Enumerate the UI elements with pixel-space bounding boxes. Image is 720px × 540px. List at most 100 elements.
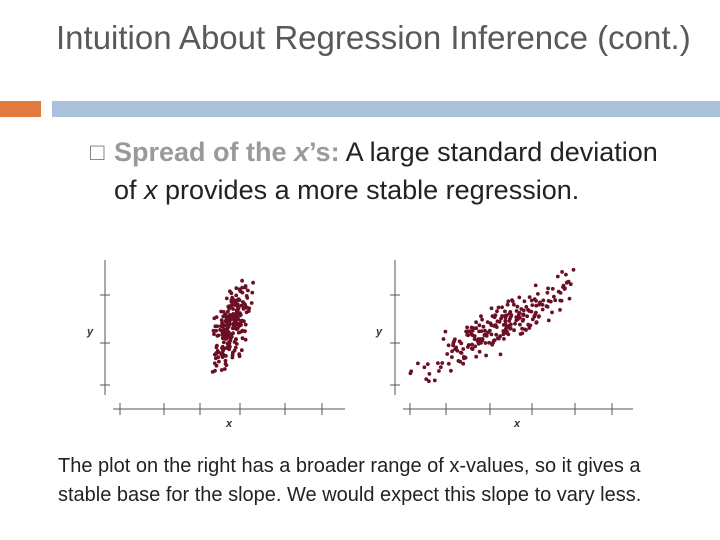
scatter-point [233, 322, 238, 327]
scatter-point [541, 298, 546, 303]
bullet-text-2: provides a more stable regression. [157, 175, 580, 205]
scatter-point [540, 302, 545, 307]
scatter-point [220, 336, 225, 341]
scatter-point [474, 320, 478, 325]
scatter-point [443, 329, 448, 334]
scatter-point [534, 299, 538, 303]
scatter-point [220, 355, 225, 359]
scatter-point [474, 326, 479, 331]
scatter-point [568, 282, 573, 287]
scatter-point [223, 319, 228, 324]
scatter-point [503, 321, 508, 326]
scatter-point [235, 302, 240, 307]
caption-text: The plot on the right has a broader rang… [58, 455, 642, 506]
scatter-point [533, 283, 538, 288]
scatter-point [224, 346, 229, 350]
scatter-point [224, 296, 229, 301]
scatter-point [485, 320, 490, 324]
x-axis-label: x [513, 418, 521, 430]
scatter-point [519, 307, 524, 311]
scatter-point [477, 323, 482, 328]
scatter-point [425, 362, 430, 366]
scatter-point [437, 369, 441, 373]
scatter-point [245, 296, 250, 300]
scatter-point [489, 306, 494, 311]
scatter-point [534, 303, 539, 308]
scatter-point [477, 349, 482, 354]
scatter-point [529, 309, 534, 314]
scatter-point [530, 303, 535, 307]
scatter-point [220, 324, 225, 329]
scatter-point [497, 320, 502, 324]
scatter-point [220, 333, 225, 337]
scatter-point [233, 345, 238, 350]
scatter-point [230, 355, 235, 360]
scatter-point [236, 306, 241, 311]
scatter-point [552, 294, 556, 299]
scatter-point [416, 361, 420, 366]
scatter-point [513, 321, 517, 326]
scatter-point [517, 295, 522, 300]
scatter-point [536, 292, 540, 296]
scatter-point [432, 378, 437, 383]
scatter-point [512, 328, 516, 333]
scatter-point [449, 368, 453, 373]
scatter-plot-narrow: y x [86, 260, 345, 430]
scatter-point [472, 337, 477, 341]
scatter-point [544, 304, 549, 309]
y-axis-label: y [375, 326, 383, 338]
bullet-highlight: Spread of the x’s: [114, 137, 340, 167]
scatter-point [240, 278, 245, 283]
scatter-point [228, 344, 232, 349]
scatter-point [461, 355, 466, 359]
scatter-point [529, 298, 534, 303]
scatter-point [516, 317, 520, 321]
scatter-point [240, 328, 245, 333]
bullet-text: Spread of the x’s: A large standard devi… [92, 133, 682, 209]
scatter-point [548, 299, 553, 304]
scatter-point [232, 340, 237, 344]
scatter-point [473, 344, 477, 349]
scatter-point [210, 370, 215, 374]
scatter-point [518, 322, 522, 327]
scatter-point [222, 313, 227, 318]
scatter-point [227, 319, 232, 323]
scatter-point [509, 322, 513, 327]
scatter-point [441, 337, 446, 341]
scatter-point [483, 341, 488, 345]
scatter-point [517, 311, 522, 315]
scatter-point [450, 355, 454, 359]
scatter-point [525, 314, 529, 319]
scatter-point [214, 328, 219, 333]
scatter-point [495, 309, 499, 314]
scatter-point [521, 313, 526, 317]
scatter-point [216, 333, 221, 338]
scatter-point [225, 341, 230, 346]
scatter-point [235, 312, 240, 317]
scatter-point [465, 325, 469, 330]
scatter-point [474, 354, 479, 359]
scatter-point [520, 319, 525, 323]
scatter-point [461, 361, 466, 366]
scatter-point [456, 359, 461, 363]
scatter-point [510, 298, 514, 302]
scatter-point [524, 304, 529, 309]
scatter-point [470, 342, 474, 347]
scatter-point [238, 321, 243, 326]
scatter-point [472, 334, 477, 338]
scatter-point [220, 346, 224, 350]
accent-bar-orange [0, 101, 41, 117]
scatter-point [246, 288, 250, 293]
scatter-point [512, 302, 516, 307]
scatter-point [567, 296, 572, 301]
scatter-point [505, 313, 509, 317]
scatter-point [506, 332, 511, 337]
scatter-point [237, 287, 242, 292]
scatter-point [427, 372, 432, 376]
scatter-point [466, 345, 470, 349]
scatter-point [219, 318, 224, 322]
scatter-point [501, 329, 506, 333]
scatter-point [234, 286, 239, 290]
scatter-point [424, 377, 429, 381]
scatter-point [507, 319, 511, 323]
